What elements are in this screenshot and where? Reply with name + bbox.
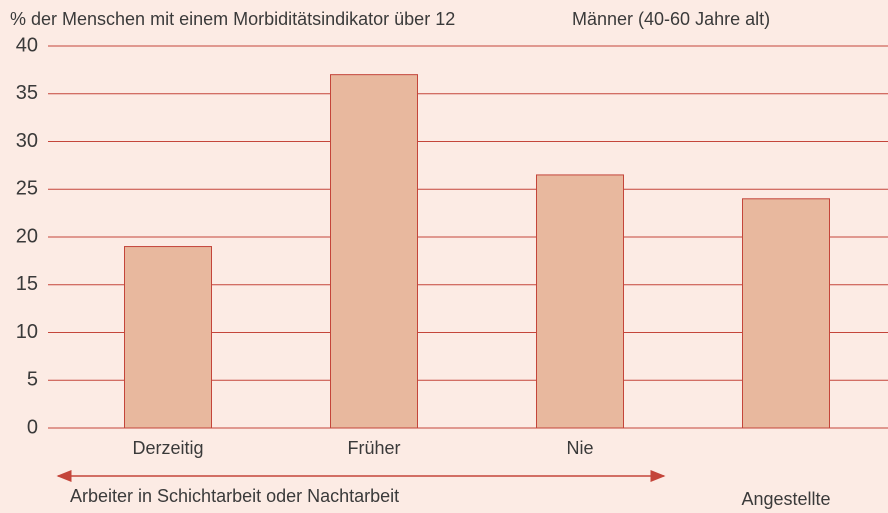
y-tick-label: 15 [16,273,38,295]
x-tick-label: Derzeitig [132,438,203,458]
x-tick-label: Angestellte [741,489,830,509]
y-tick-label: 20 [16,225,38,247]
y-tick-label: 40 [16,34,38,56]
bar [742,198,830,429]
y-tick-label: 0 [27,416,38,438]
y-tick-label: 5 [27,369,38,391]
group-annotation: Arbeiter in Schichtarbeit oder Nachtarbe… [70,486,399,506]
bar [330,74,418,429]
chart-title: % der Menschen mit einem Morbiditätsindi… [10,9,455,29]
bar [124,246,212,429]
y-tick-label: 10 [16,321,38,343]
chart-subtitle: Männer (40-60 Jahre alt) [572,9,770,29]
bar [536,174,624,429]
x-tick-label: Früher [347,438,400,458]
y-tick-label: 35 [16,82,38,104]
x-tick-label: Nie [566,438,593,458]
y-tick-label: 25 [16,178,38,200]
y-tick-label: 30 [16,130,38,152]
